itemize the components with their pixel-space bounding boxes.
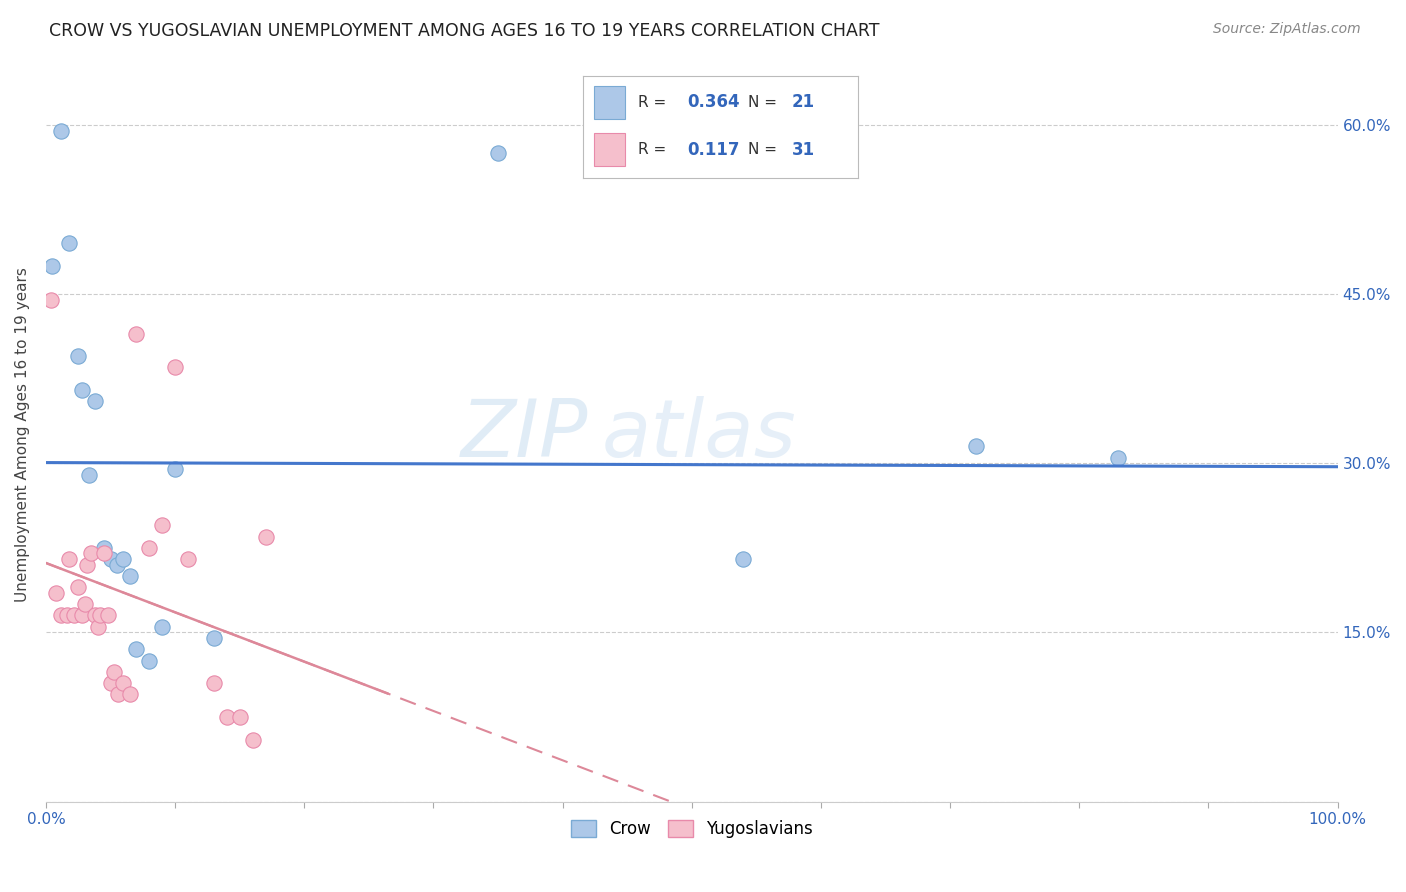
- Point: [105, 558, 128, 572]
- Point: [58, 236, 80, 251]
- Point: [118, 569, 141, 583]
- Point: [150, 620, 173, 634]
- Point: [486, 146, 509, 161]
- Point: [39, 293, 62, 307]
- Point: [51, 123, 73, 137]
- Point: [86, 620, 108, 634]
- Point: [97, 608, 120, 623]
- Point: [67, 349, 90, 363]
- Point: [112, 552, 135, 566]
- Text: 0.117: 0.117: [688, 141, 740, 159]
- Point: [733, 552, 755, 566]
- Point: [150, 518, 173, 533]
- Point: [67, 580, 90, 594]
- Point: [965, 439, 987, 453]
- Point: [89, 608, 111, 623]
- Legend: Crow, Yugoslavians: Crow, Yugoslavians: [564, 813, 820, 845]
- Text: atlas: atlas: [602, 396, 796, 474]
- Point: [100, 676, 122, 690]
- Point: [70, 383, 93, 397]
- Point: [73, 597, 96, 611]
- Point: [177, 552, 200, 566]
- Text: CROW VS YUGOSLAVIAN UNEMPLOYMENT AMONG AGES 16 TO 19 YEARS CORRELATION CHART: CROW VS YUGOSLAVIAN UNEMPLOYMENT AMONG A…: [49, 22, 880, 40]
- FancyBboxPatch shape: [595, 87, 624, 119]
- Point: [70, 608, 93, 623]
- Text: 0.364: 0.364: [688, 94, 741, 112]
- Point: [93, 546, 115, 560]
- Point: [93, 541, 115, 555]
- Point: [84, 394, 107, 409]
- Point: [58, 552, 80, 566]
- Point: [107, 688, 129, 702]
- Point: [202, 631, 225, 645]
- Text: R =: R =: [638, 142, 676, 157]
- Point: [254, 530, 277, 544]
- Point: [138, 541, 160, 555]
- Point: [41, 259, 63, 273]
- Point: [77, 467, 100, 482]
- Text: 21: 21: [792, 94, 815, 112]
- Text: N =: N =: [748, 142, 782, 157]
- Point: [202, 676, 225, 690]
- Point: [228, 710, 250, 724]
- Point: [76, 558, 98, 572]
- Y-axis label: Unemployment Among Ages 16 to 19 years: Unemployment Among Ages 16 to 19 years: [15, 268, 30, 602]
- Point: [1107, 450, 1129, 465]
- Point: [55, 608, 77, 623]
- Point: [165, 462, 187, 476]
- Point: [45, 586, 67, 600]
- Point: [100, 552, 122, 566]
- Point: [51, 608, 73, 623]
- Point: [118, 688, 141, 702]
- Point: [84, 608, 107, 623]
- Point: [125, 642, 148, 657]
- Point: [63, 608, 86, 623]
- Point: [242, 732, 264, 747]
- Text: R =: R =: [638, 95, 672, 110]
- Point: [80, 546, 103, 560]
- Point: [103, 665, 125, 679]
- Text: 31: 31: [792, 141, 815, 159]
- Point: [112, 676, 135, 690]
- Text: ZIP: ZIP: [461, 396, 589, 474]
- FancyBboxPatch shape: [595, 133, 624, 166]
- Point: [125, 326, 148, 341]
- Point: [215, 710, 238, 724]
- Text: Source: ZipAtlas.com: Source: ZipAtlas.com: [1213, 22, 1361, 37]
- Point: [165, 360, 187, 375]
- Point: [138, 654, 160, 668]
- Text: N =: N =: [748, 95, 782, 110]
